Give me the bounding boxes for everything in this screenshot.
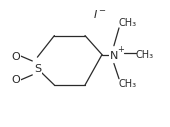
Text: −: − (98, 6, 106, 15)
Text: +: + (117, 45, 124, 54)
Text: N: N (110, 51, 118, 61)
Text: CH₃: CH₃ (119, 79, 137, 89)
Text: O: O (11, 75, 20, 85)
Text: I: I (94, 10, 97, 20)
Text: CH₃: CH₃ (119, 18, 137, 28)
Text: S: S (34, 64, 41, 74)
Text: CH₃: CH₃ (136, 50, 154, 60)
Text: O: O (11, 52, 20, 62)
